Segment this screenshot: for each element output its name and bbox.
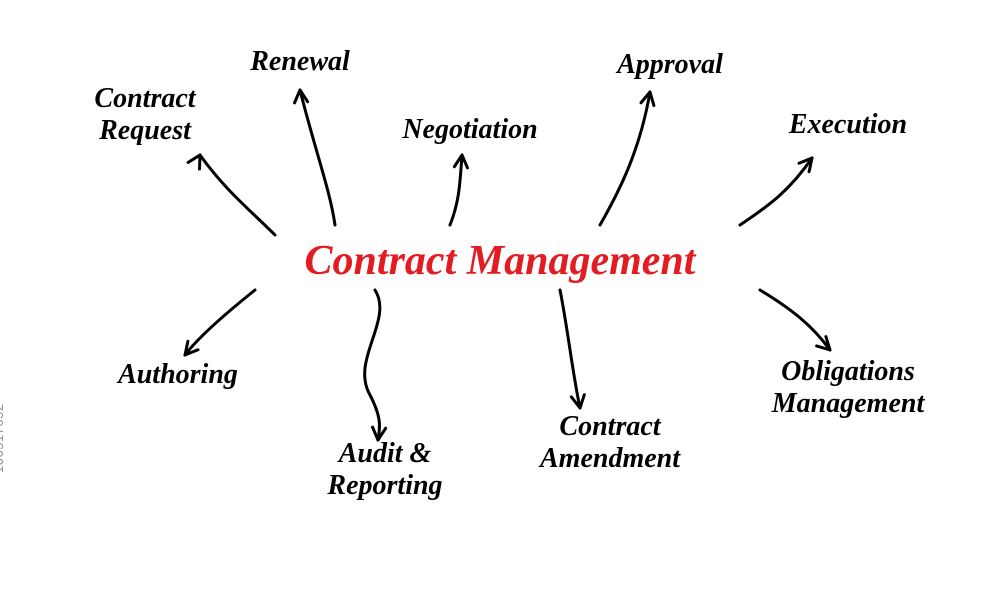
arrow-contract_amend [560, 290, 580, 408]
arrow-renewal [300, 90, 335, 225]
node-negotiation: Negotiation [330, 114, 610, 146]
node-obligations: Obligations Management [708, 356, 988, 420]
node-contract_request: Contract Request [5, 83, 285, 147]
arrow-negotiation [450, 155, 462, 225]
arrow-contract_request [200, 155, 275, 235]
arrow-authoring [185, 290, 255, 355]
node-approval: Approval [530, 49, 810, 81]
arrow-approval [600, 92, 650, 225]
node-renewal: Renewal [160, 46, 440, 78]
watermark-id: 106517652 [0, 403, 6, 473]
node-contract_amend: Contract Amendment [470, 411, 750, 475]
node-authoring: Authoring [38, 359, 318, 391]
arrow-obligations [760, 290, 830, 350]
diagram-canvas: Contract Management 106517652 Contract R… [0, 0, 1000, 593]
arrow-audit_reporting [365, 290, 380, 440]
arrow-execution [740, 158, 812, 225]
node-execution: Execution [708, 109, 988, 141]
center-title: Contract Management [240, 237, 760, 285]
